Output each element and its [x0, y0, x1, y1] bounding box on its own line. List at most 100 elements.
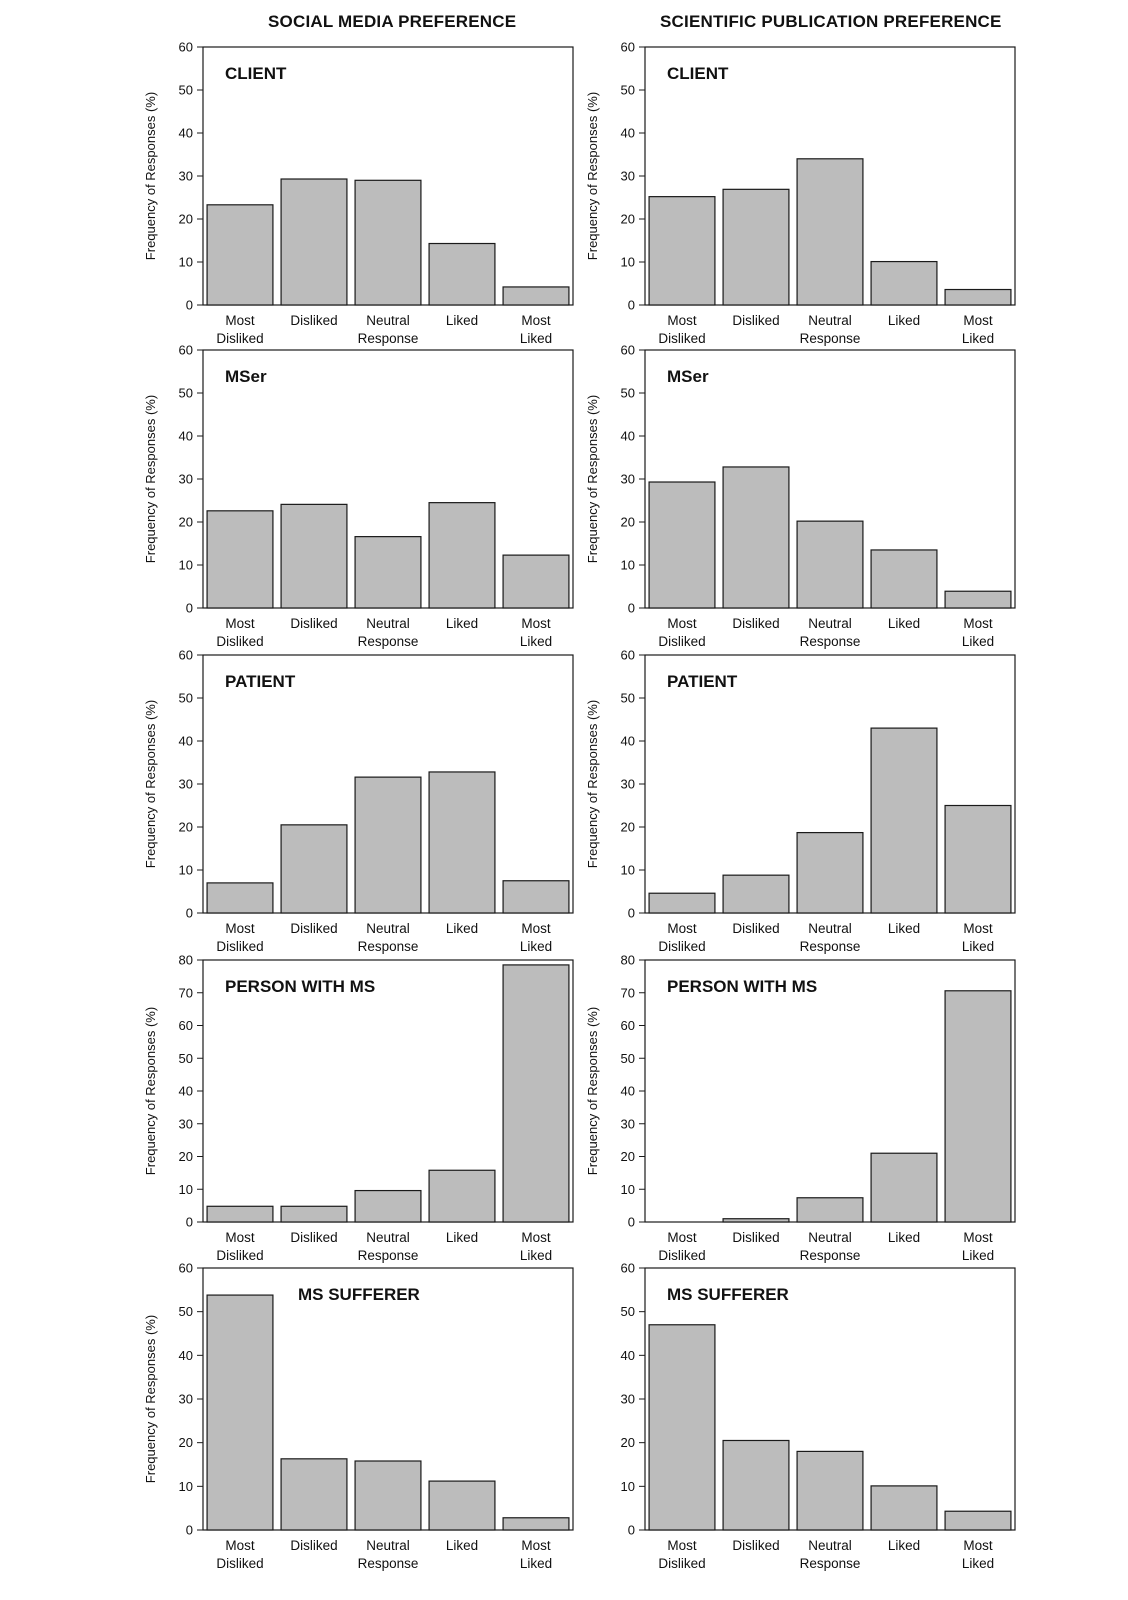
bar-4	[870, 1152, 938, 1223]
category-label: Disliked	[658, 1248, 705, 1263]
y-tick-label: 0	[628, 906, 635, 921]
category-label: Liked	[888, 313, 920, 328]
category-label: Most	[521, 1230, 551, 1245]
y-axis-label: Frequency of Responses (%)	[143, 395, 158, 563]
category-label: Most	[963, 921, 993, 936]
panel-title: PERSON WITH MS	[225, 977, 375, 996]
y-tick-label: 40	[621, 126, 635, 141]
panel-title: PATIENT	[667, 672, 738, 691]
bar-5	[502, 1517, 570, 1531]
bar-4	[428, 502, 496, 609]
y-tick-label: 0	[628, 1523, 635, 1538]
y-tick-label: 60	[179, 648, 193, 663]
category-label: Neutral	[366, 1230, 410, 1245]
category-label: Disliked	[658, 331, 705, 346]
y-axis-label: Frequency of Responses (%)	[585, 700, 600, 868]
y-tick-label: 60	[621, 648, 635, 663]
y-tick-label: 10	[621, 558, 635, 573]
y-tick-label: 20	[179, 1149, 193, 1164]
category-label: Neutral	[366, 1538, 410, 1553]
bar-5	[502, 880, 570, 914]
category-label: Response	[800, 1556, 861, 1571]
y-axis-label: Frequency of Responses (%)	[585, 395, 600, 563]
y-tick-label: 80	[179, 953, 193, 968]
category-label: Disliked	[216, 1556, 263, 1571]
category-label: Most	[225, 313, 255, 328]
bar-1	[648, 196, 716, 306]
category-label: Liked	[520, 634, 552, 649]
bar-3	[796, 831, 864, 914]
category-label: Liked	[520, 1248, 552, 1263]
bar-4	[870, 260, 938, 306]
category-label: Most	[225, 921, 255, 936]
chart-panel-left-2: 0 10 20 30 40 50 60 Frequency of Responses (%) M…	[143, 343, 574, 649]
category-label: Most	[963, 1230, 993, 1245]
bar-3	[796, 1450, 864, 1531]
bar-5	[502, 286, 570, 306]
y-tick-label: 0	[628, 1215, 635, 1230]
bar-1	[206, 1294, 274, 1531]
category-label: Disliked	[216, 939, 263, 954]
panel-title: MSer	[667, 367, 709, 386]
category-label: Response	[358, 331, 419, 346]
category-label: Most	[667, 921, 697, 936]
chart-panel-right-1: 0 10 20 30 40 50 60 Frequency of Responses (%) M…	[585, 40, 1016, 346]
bar-2	[722, 188, 790, 306]
category-label: Liked	[520, 1556, 552, 1571]
panel-title: PERSON WITH MS	[667, 977, 817, 996]
y-tick-label: 30	[179, 1392, 193, 1407]
bar-2	[280, 1458, 348, 1531]
panel-title: MS SUFFERER	[667, 1285, 789, 1304]
y-tick-label: 60	[621, 1261, 635, 1276]
bar-5	[502, 554, 570, 609]
y-tick-label: 10	[179, 863, 193, 878]
y-tick-label: 70	[179, 985, 193, 1000]
y-tick-label: 10	[621, 863, 635, 878]
panel-title: PATIENT	[225, 672, 296, 691]
y-tick-label: 70	[621, 985, 635, 1000]
category-label: Most	[667, 616, 697, 631]
y-tick-label: 20	[621, 820, 635, 835]
category-label: Most	[521, 616, 551, 631]
left-column-title: SOCIAL MEDIA PREFERENCE	[268, 12, 517, 31]
y-axis-label: Frequency of Responses (%)	[143, 92, 158, 260]
y-tick-label: 40	[621, 429, 635, 444]
bar-5	[944, 990, 1012, 1223]
y-tick-label: 0	[186, 1215, 193, 1230]
category-label: Disliked	[290, 1230, 337, 1245]
right-column-title: SCIENTIFIC PUBLICATION PREFERENCE	[660, 12, 1002, 31]
chart-panel-right-5: 0 10 20 30 40 50 60 Most Disliked Disliked Neutral…	[621, 1261, 1016, 1571]
y-tick-label: 40	[179, 126, 193, 141]
category-label: Disliked	[290, 921, 337, 936]
bar-2	[280, 824, 348, 914]
category-label: Response	[358, 1248, 419, 1263]
y-tick-label: 50	[621, 83, 635, 98]
y-tick-label: 10	[179, 255, 193, 270]
bar-2	[722, 466, 790, 609]
bar-1	[206, 882, 274, 914]
category-label: Liked	[888, 1230, 920, 1245]
category-label: Most	[963, 313, 993, 328]
y-tick-label: 30	[621, 777, 635, 792]
category-label: Neutral	[366, 921, 410, 936]
bar-4	[870, 1485, 938, 1531]
bar-4	[428, 771, 496, 914]
category-label: Most	[667, 1538, 697, 1553]
y-tick-label: 50	[621, 386, 635, 401]
category-label: Disliked	[290, 1538, 337, 1553]
bar-1	[648, 481, 716, 609]
y-tick-label: 60	[179, 1261, 193, 1276]
category-label: Liked	[446, 1538, 478, 1553]
y-tick-label: 0	[628, 298, 635, 313]
bar-2	[280, 503, 348, 609]
bar-4	[428, 1169, 496, 1223]
y-axis-label: Frequency of Responses (%)	[143, 1007, 158, 1175]
category-label: Most	[963, 1538, 993, 1553]
category-label: Response	[800, 1248, 861, 1263]
y-tick-label: 0	[186, 1523, 193, 1538]
y-tick-label: 0	[628, 601, 635, 616]
y-tick-label: 20	[621, 212, 635, 227]
y-tick-label: 50	[621, 1304, 635, 1319]
y-tick-label: 30	[179, 1116, 193, 1131]
category-label: Disliked	[732, 313, 779, 328]
